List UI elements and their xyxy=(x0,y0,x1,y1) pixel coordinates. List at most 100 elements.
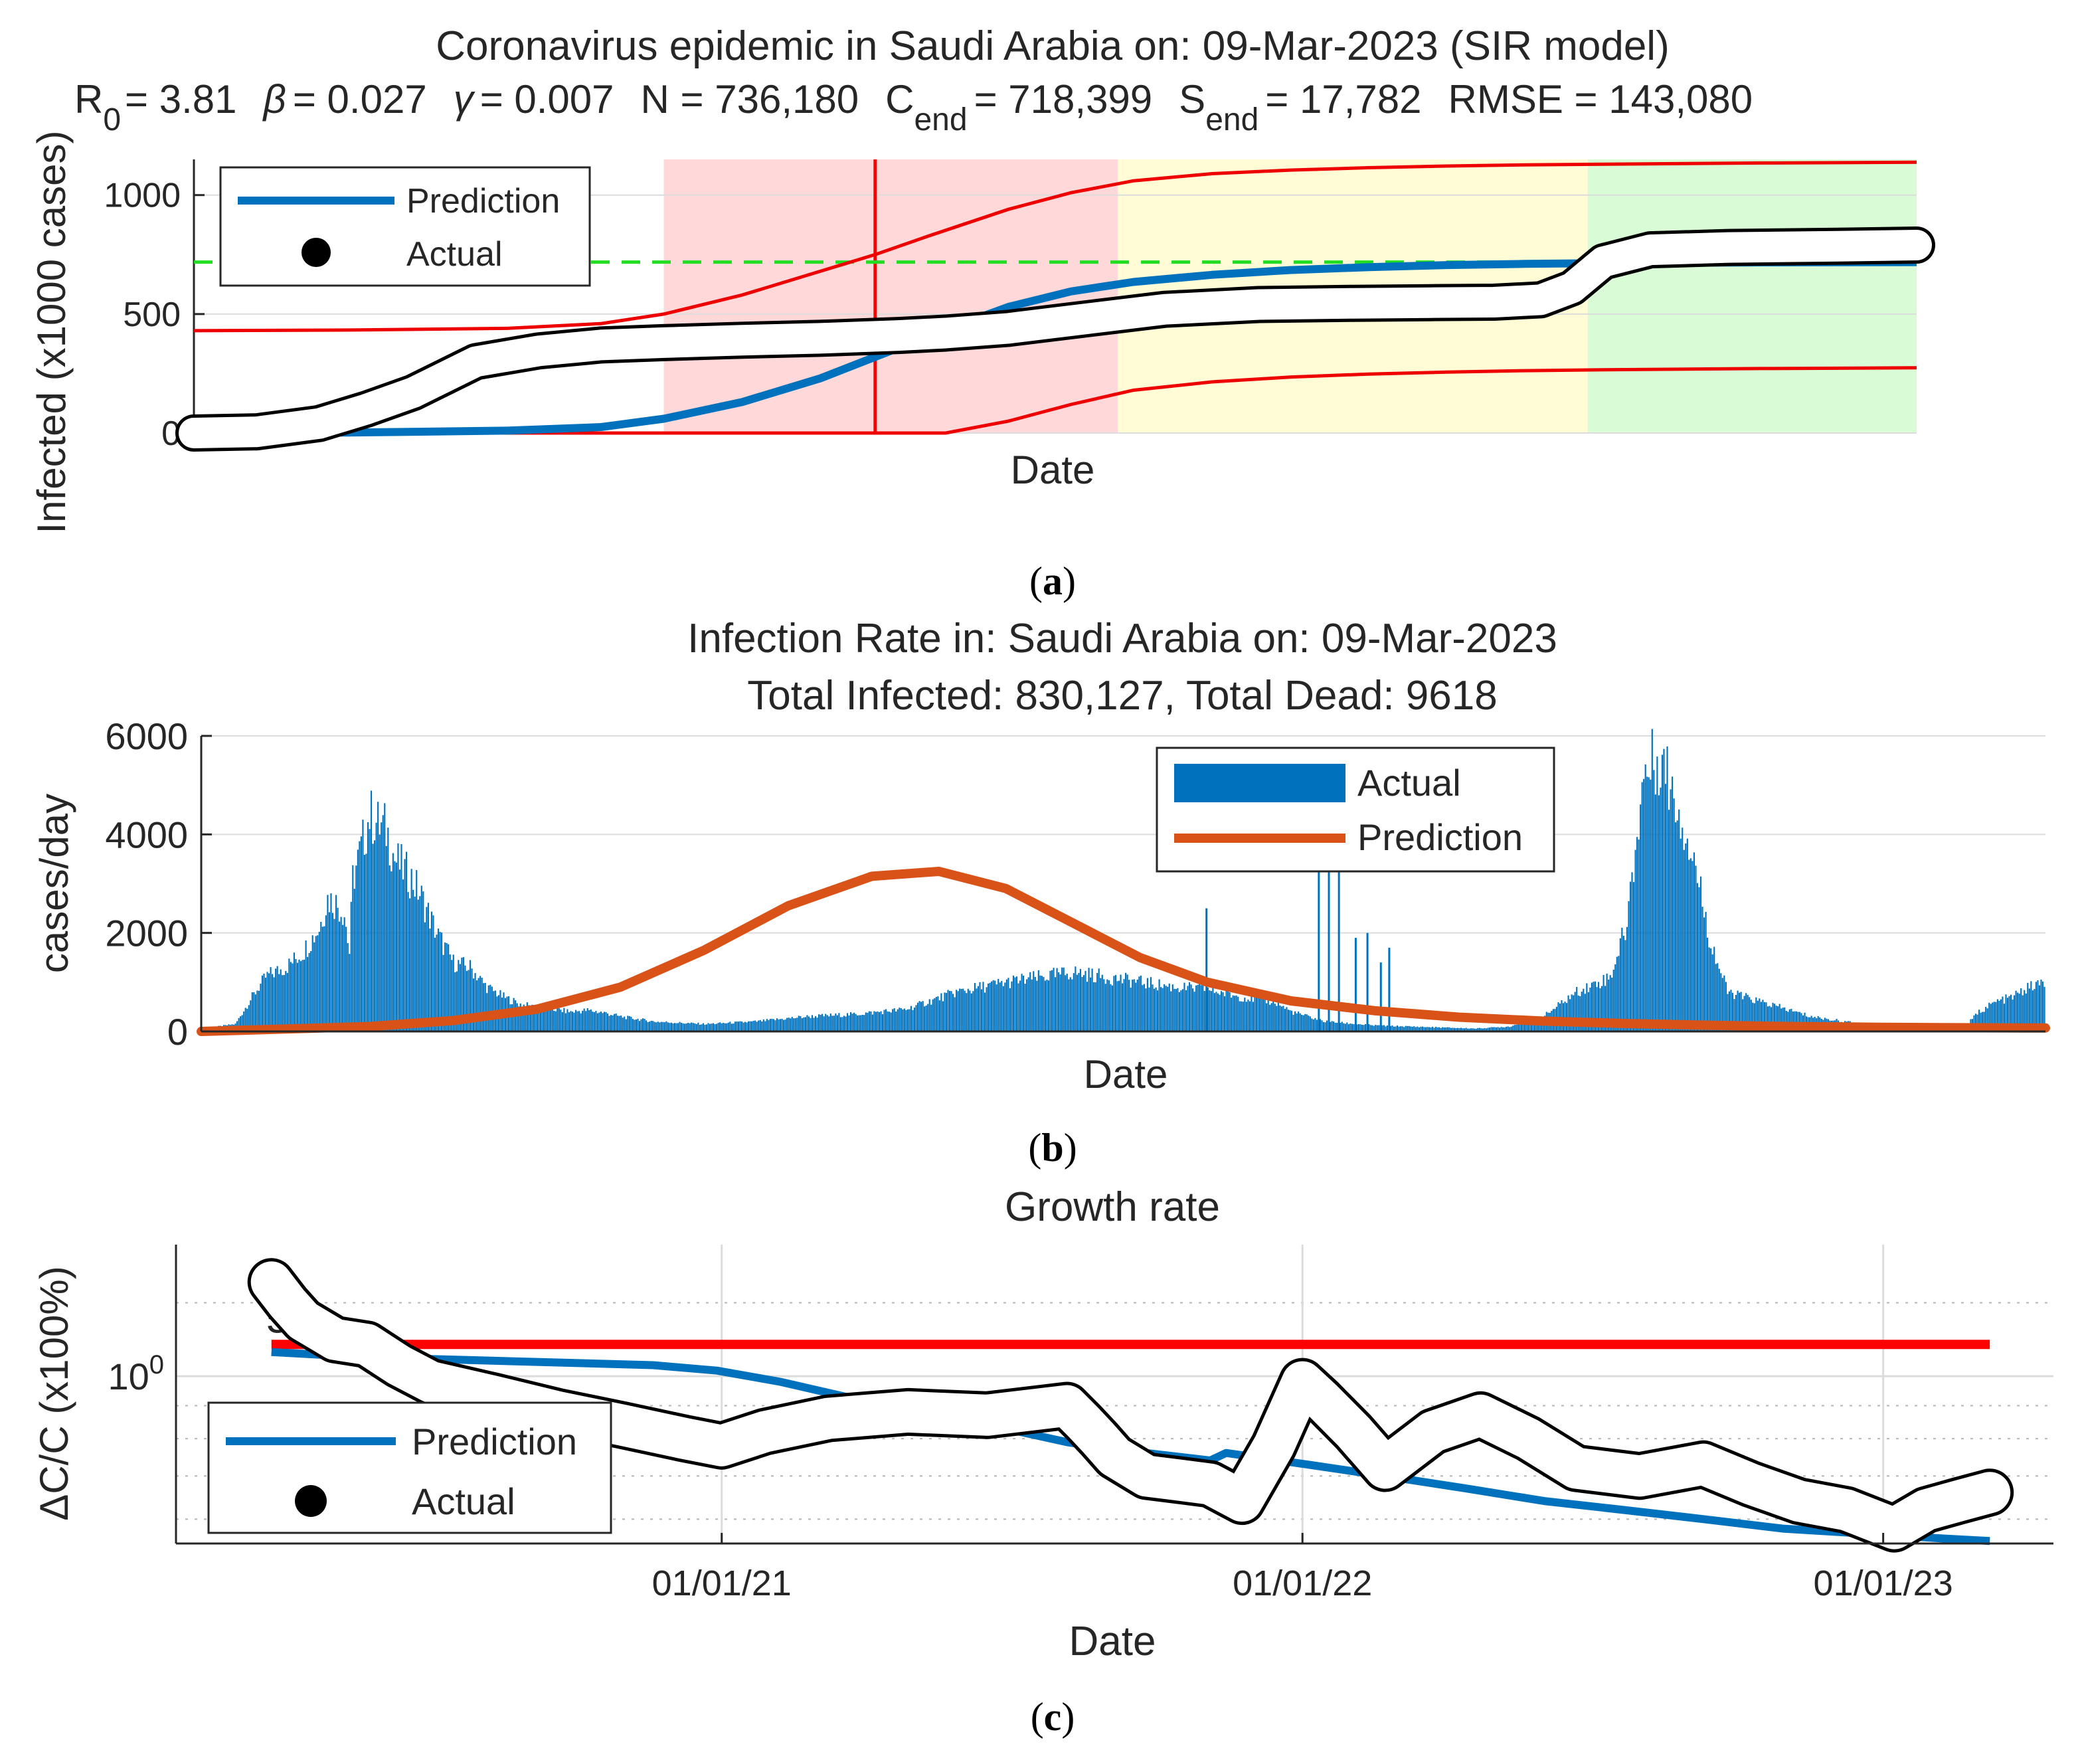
daily-bar xyxy=(1326,1020,1328,1031)
daily-bar xyxy=(1673,798,1675,1031)
daily-bar xyxy=(1143,984,1145,1031)
daily-bar xyxy=(583,1008,585,1031)
daily-bar xyxy=(1168,983,1170,1031)
daily-bar xyxy=(967,988,969,1031)
daily-bar xyxy=(814,1015,817,1031)
daily-bar xyxy=(964,990,966,1031)
daily-bar xyxy=(381,822,383,1031)
daily-bar xyxy=(850,1012,852,1031)
daily-bar xyxy=(1775,1006,1777,1031)
daily-bar xyxy=(810,1017,812,1031)
daily-bar xyxy=(1152,984,1154,1031)
daily-bar xyxy=(1519,1024,1521,1031)
spike-bar-6 xyxy=(1366,932,1369,1031)
daily-bar xyxy=(1078,972,1080,1031)
daily-bar xyxy=(1456,1027,1459,1031)
phase-band-3 xyxy=(1587,159,1917,433)
daily-bar xyxy=(1425,1027,1427,1031)
panel-b-subtitle: Total Infected: 830,127, Total Dead: 961… xyxy=(747,673,1497,719)
daily-bar xyxy=(1770,1007,1773,1031)
daily-bar xyxy=(483,983,485,1031)
daily-bar xyxy=(610,1015,612,1031)
daily-bar xyxy=(282,975,284,1031)
daily-bar xyxy=(2000,999,2002,1031)
daily-bar xyxy=(469,960,472,1031)
daily-bar xyxy=(1661,754,1664,1031)
daily-bar xyxy=(769,1019,771,1031)
daily-bar xyxy=(1468,1028,1470,1031)
daily-bar xyxy=(429,928,431,1031)
daily-bar xyxy=(1668,810,1670,1031)
gamma-value: = 0.007 xyxy=(480,77,614,122)
daily-bar xyxy=(841,1017,843,1031)
daily-bar xyxy=(692,1023,694,1031)
daily-bar xyxy=(1695,865,1697,1031)
daily-bar xyxy=(325,915,327,1031)
daily-bar xyxy=(1146,978,1148,1031)
daily-bar xyxy=(439,932,441,1031)
daily-bar xyxy=(352,865,354,1031)
daily-bar xyxy=(1316,1019,1318,1031)
daily-bar xyxy=(1123,979,1125,1031)
daily-bar xyxy=(1398,1026,1400,1031)
daily-bar xyxy=(823,1016,825,1031)
legend-prediction-label: Prediction xyxy=(1357,816,1523,858)
daily-bar xyxy=(1162,988,1164,1031)
daily-bar xyxy=(576,1011,578,1031)
daily-bar xyxy=(831,1015,833,1031)
daily-bar xyxy=(1407,1025,1409,1031)
daily-bar xyxy=(712,1023,715,1031)
panel-c-ylabel: ΔC/C (x100%) xyxy=(32,1266,76,1521)
daily-bar xyxy=(1980,1012,1982,1031)
daily-bar xyxy=(1167,986,1169,1031)
daily-bar xyxy=(1986,1008,1988,1031)
daily-bar xyxy=(800,1016,802,1031)
daily-bar xyxy=(1210,991,1212,1031)
daily-bar xyxy=(1507,1026,1509,1031)
daily-bar xyxy=(313,942,315,1031)
daily-bar xyxy=(509,1004,511,1031)
daily-bar xyxy=(1027,977,1029,1031)
daily-bar xyxy=(1181,989,1184,1031)
r0-sub: 0 xyxy=(103,102,121,137)
daily-bar xyxy=(1267,998,1269,1031)
daily-bar xyxy=(1093,982,1095,1031)
daily-bar xyxy=(675,1023,677,1031)
legend-actual-swatch xyxy=(295,1485,327,1517)
daily-bar xyxy=(1452,1027,1454,1031)
daily-bar xyxy=(1634,849,1636,1031)
daily-bar xyxy=(2010,994,2012,1031)
daily-bar xyxy=(793,1018,795,1031)
daily-bar xyxy=(1974,1014,1977,1031)
daily-bar xyxy=(1255,996,1258,1031)
daily-bar xyxy=(1039,975,1041,1031)
daily-bar xyxy=(1778,1004,1780,1031)
daily-bar xyxy=(2002,996,2004,1031)
daily-bar xyxy=(1753,1003,1755,1031)
daily-bar xyxy=(398,869,401,1031)
daily-bar xyxy=(526,1002,528,1031)
daily-bar xyxy=(477,978,479,1031)
daily-bar xyxy=(1007,978,1009,1031)
daily-bar xyxy=(1983,1012,1985,1031)
daily-bar xyxy=(928,999,930,1031)
daily-bar xyxy=(278,974,280,1031)
daily-bar xyxy=(2017,992,2019,1031)
daily-bar xyxy=(659,1022,661,1031)
daily-bar xyxy=(912,1010,914,1031)
daily-bar xyxy=(989,982,991,1031)
daily-bar xyxy=(839,1017,841,1031)
daily-bar xyxy=(1258,996,1261,1031)
daily-bar xyxy=(1601,986,1603,1031)
daily-bar xyxy=(709,1023,711,1031)
daily-bar xyxy=(1672,776,1674,1031)
daily-bar xyxy=(1683,849,1685,1031)
daily-bar xyxy=(1164,984,1166,1031)
daily-bar xyxy=(1145,988,1147,1031)
daily-bar xyxy=(1096,973,1098,1031)
daily-bar xyxy=(979,982,981,1031)
daily-bar xyxy=(1024,984,1026,1031)
daily-bar xyxy=(555,1011,557,1031)
daily-bar xyxy=(1587,992,1589,1031)
daily-bar xyxy=(1084,970,1086,1031)
